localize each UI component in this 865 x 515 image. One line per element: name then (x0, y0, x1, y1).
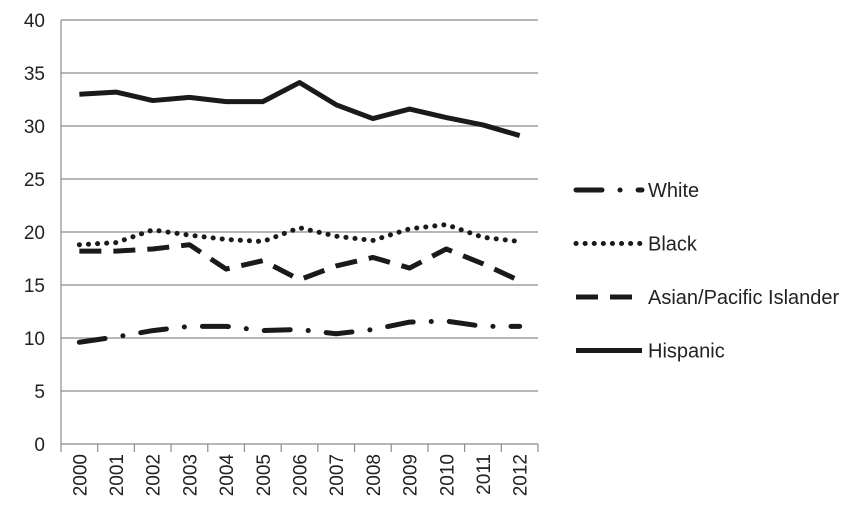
legend-label: Asian/Pacific Islander (648, 287, 840, 309)
y-tick-label: 30 (24, 117, 45, 138)
y-tick-label: 20 (24, 223, 45, 244)
legend-item: Hispanic (576, 341, 725, 363)
x-tick-label: 2011 (474, 454, 495, 495)
y-tick-label: 15 (24, 276, 45, 297)
x-tick-label: 2008 (364, 454, 385, 496)
series-line-white (76, 318, 523, 345)
x-tick-label: 2005 (254, 454, 275, 496)
y-tick-label: 10 (24, 329, 45, 350)
x-tick-label: 2004 (217, 454, 238, 497)
legend-item: Black (573, 234, 698, 256)
y-tick-label: 5 (34, 382, 45, 403)
legend-label: White (648, 180, 699, 202)
legend-label: Black (648, 234, 698, 256)
series-line-black (76, 222, 523, 248)
series-line-asian-pacific-islander (79, 242, 521, 284)
y-tick-label: 40 (24, 11, 45, 32)
x-tick-label: 2012 (511, 454, 532, 496)
y-tick-label: 35 (24, 64, 45, 85)
x-tick-label: 2001 (107, 454, 128, 496)
x-tick-label: 2010 (437, 454, 458, 496)
x-tick-label: 2003 (180, 454, 201, 496)
x-tick-label: 2000 (70, 454, 91, 496)
legend: White Black Asian/Pacific Islander Hispanic (573, 180, 840, 363)
series-layer (76, 80, 523, 345)
x-tick-label: 2009 (401, 454, 422, 496)
x-tick-label: 2006 (291, 454, 312, 496)
x-tick-label: 2002 (144, 454, 165, 496)
series-line-hispanic (79, 80, 521, 138)
y-tick-label: 0 (34, 435, 45, 456)
axis-layer: 0 5 10 15 20 25 30 35 40 2000 2001 2002 2003 2004 2005… (24, 11, 539, 497)
x-tick-label: 2007 (327, 454, 348, 496)
legend-label: Hispanic (648, 341, 725, 363)
legend-item: White (573, 180, 699, 202)
legend-item: Asian/Pacific Islander (576, 287, 840, 309)
y-tick-label: 25 (24, 170, 45, 191)
